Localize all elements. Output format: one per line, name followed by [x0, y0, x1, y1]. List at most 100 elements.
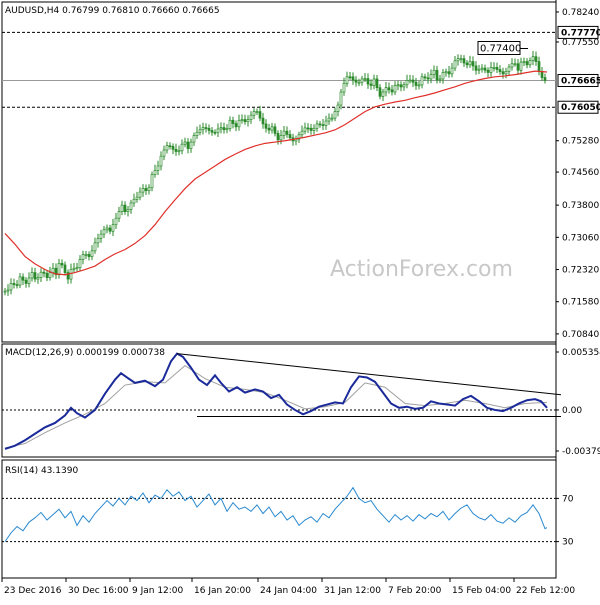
candle-body — [447, 71, 451, 75]
candle-body — [405, 80, 409, 86]
price-tick-label: 0.75280 — [562, 137, 599, 147]
price-tick-label: 0.70840 — [562, 330, 599, 340]
x-tick-label: 22 Feb 12:00 — [516, 586, 575, 596]
candle-body — [396, 84, 400, 87]
candle-body — [474, 65, 478, 71]
candle-body — [42, 271, 46, 274]
candle-body — [510, 63, 514, 68]
candle-body — [54, 267, 58, 276]
candle-body — [108, 227, 112, 232]
candle-body — [465, 62, 469, 66]
candle-body — [438, 78, 442, 81]
candle-body — [207, 127, 211, 131]
candle-body — [240, 119, 244, 121]
x-tick-label: 9 Jan 12:00 — [132, 586, 184, 596]
candle-body — [267, 127, 271, 131]
candle-body — [87, 254, 91, 257]
price-tick-label: 0.78240 — [562, 8, 599, 18]
price-tick-label: 0.72320 — [562, 266, 599, 276]
candle-body — [165, 145, 169, 151]
candle-body — [246, 119, 250, 123]
x-tick-label: 16 Jan 20:00 — [194, 586, 251, 596]
candle-body — [522, 61, 526, 63]
candle-body — [363, 78, 367, 80]
candle-body — [303, 127, 307, 132]
candle-body — [39, 271, 43, 278]
candle-body — [543, 77, 547, 81]
candle-body — [30, 272, 34, 279]
candle-body — [3, 290, 7, 293]
candle-body — [36, 277, 40, 280]
candle-body — [306, 127, 310, 130]
macd-header: MACD(12,26,9) 0.000199 0.000738 — [5, 348, 165, 358]
candle-body — [138, 191, 142, 198]
candle-body — [249, 114, 253, 120]
candle-body — [492, 67, 496, 69]
candle-body — [258, 111, 262, 119]
candle-body — [150, 174, 154, 189]
candle-body — [483, 67, 487, 71]
candle-body — [345, 76, 349, 84]
candle-body — [147, 187, 151, 191]
x-tick-label: 23 Dec 2016 — [4, 586, 62, 596]
candle-body — [75, 267, 79, 270]
candle-body — [429, 74, 433, 80]
candle-body — [105, 227, 109, 231]
candle-body — [273, 126, 277, 134]
candle-body — [66, 272, 70, 280]
candle-body — [237, 119, 241, 128]
candle-body — [27, 277, 31, 284]
candle-body — [348, 76, 352, 79]
candle-body — [279, 135, 283, 141]
candle-body — [321, 124, 325, 126]
candle-body — [219, 127, 223, 130]
level-price-box — [557, 25, 599, 39]
candle-body — [93, 242, 97, 252]
candle-body — [531, 56, 535, 61]
candle-body — [486, 69, 490, 73]
candle-body — [129, 202, 133, 210]
candle-body — [9, 283, 13, 291]
candle-body — [159, 155, 163, 167]
candle-body — [354, 79, 358, 83]
candle-body — [441, 72, 445, 80]
candle-body — [357, 81, 361, 84]
candle-body — [48, 272, 52, 278]
candle-body — [360, 78, 364, 83]
candle-body — [18, 276, 22, 286]
macd-panel-frame — [1, 343, 557, 458]
candle-body — [255, 111, 259, 113]
candle-body — [414, 81, 418, 86]
candle-body — [231, 119, 235, 124]
candle-body — [369, 83, 373, 86]
candle-body — [537, 61, 541, 72]
candle-body — [495, 67, 499, 70]
rsi-line — [4, 486, 548, 542]
candle-body — [282, 130, 286, 136]
candle-body — [318, 123, 322, 126]
candle-body — [381, 91, 385, 97]
price-header: AUDUSD,H4 0.76799 0.76810 0.76660 0.7666… — [5, 6, 220, 16]
candle-body — [12, 283, 16, 285]
candle-body — [453, 60, 457, 69]
candle-body — [501, 71, 505, 75]
candle-body — [315, 123, 319, 129]
candle-body — [171, 146, 175, 150]
candle-body — [198, 129, 202, 133]
candle-body — [261, 117, 265, 125]
candle-body — [156, 165, 160, 171]
candle-body — [111, 224, 115, 232]
macd-resistance-trendline — [176, 353, 562, 396]
rsi-panel-frame — [1, 459, 557, 579]
candle-body — [63, 264, 67, 273]
candle-body — [162, 149, 166, 157]
candle-body — [528, 60, 532, 66]
price-tick-label: 0.71580 — [562, 298, 599, 308]
candle-body — [516, 63, 520, 71]
candle-body — [342, 82, 346, 93]
candle-body — [204, 127, 208, 129]
candle-body — [81, 254, 85, 260]
rsi-header: RSI(14) 43.1390 — [5, 466, 78, 476]
